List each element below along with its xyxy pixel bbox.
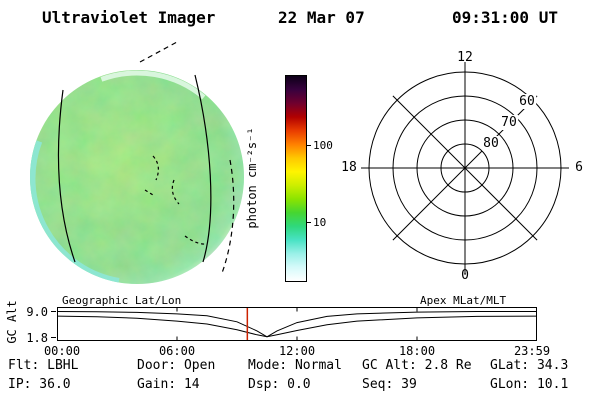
colorbar-units-label: photon cm⁻²s⁻¹: [245, 127, 259, 229]
status-glat: GLat: 34.3: [490, 358, 569, 373]
x-tick-2359: 23:59: [513, 344, 551, 358]
polar-plot: [361, 62, 569, 274]
status-ip: IP: 36.0: [8, 377, 71, 392]
polar-hour-18: 18: [341, 160, 357, 175]
status-seq: Seq: 39: [362, 377, 417, 392]
geographic-grid-lines: [57, 41, 235, 274]
status-door: Door: Open: [137, 358, 216, 373]
status-gc-alt: GC Alt: 2.8 Re: [362, 358, 472, 373]
status-glon: GLon: 10.1: [490, 377, 569, 392]
x-tick-0600: 06:00: [158, 344, 196, 358]
colorbar-tick-100: 100: [313, 139, 333, 152]
polar-ring-label-60: 60: [518, 94, 536, 109]
strip-title-apex: Apex MLat/MLT: [420, 294, 507, 307]
x-tick-1800: 18:00: [398, 344, 436, 358]
page-title: Ultraviolet Imager: [42, 8, 216, 27]
y-tick-1-8: 1.8: [26, 331, 48, 345]
colorbar-tick-100-mark: [306, 145, 311, 146]
polar-ring-label-70: 70: [500, 115, 518, 130]
strip-title-geographic: Geographic Lat/Lon: [62, 294, 182, 307]
header-time: 09:31:00 UT: [452, 8, 558, 27]
y-tick-9-0-mark: [51, 311, 56, 312]
status-flt: Flt: LBHL: [8, 358, 79, 373]
status-gain: Gain: 14: [137, 377, 200, 392]
uv-disk-image: [30, 41, 244, 284]
status-mode: Mode: Normal: [248, 358, 342, 373]
gc-alt-strip-chart: [57, 307, 537, 341]
colorbar: [285, 75, 307, 282]
x-tick-1200: 12:00: [278, 344, 316, 358]
x-tick-0000: 00:00: [43, 344, 81, 358]
colorbar-tick-10: 10: [313, 216, 327, 229]
polar-hour-6: 6: [575, 160, 583, 175]
y-tick-9-0: 9.0: [26, 305, 48, 319]
y-tick-1-8-mark: [51, 337, 56, 338]
status-dsp: Dsp: 0.0: [248, 377, 311, 392]
polar-hour-0: 0: [461, 268, 469, 283]
header-date: 22 Mar 07: [278, 8, 365, 27]
colorbar-tick-10-mark: [306, 222, 311, 223]
polar-ring-label-80: 80: [482, 136, 500, 151]
polar-hour-12: 12: [457, 50, 473, 65]
